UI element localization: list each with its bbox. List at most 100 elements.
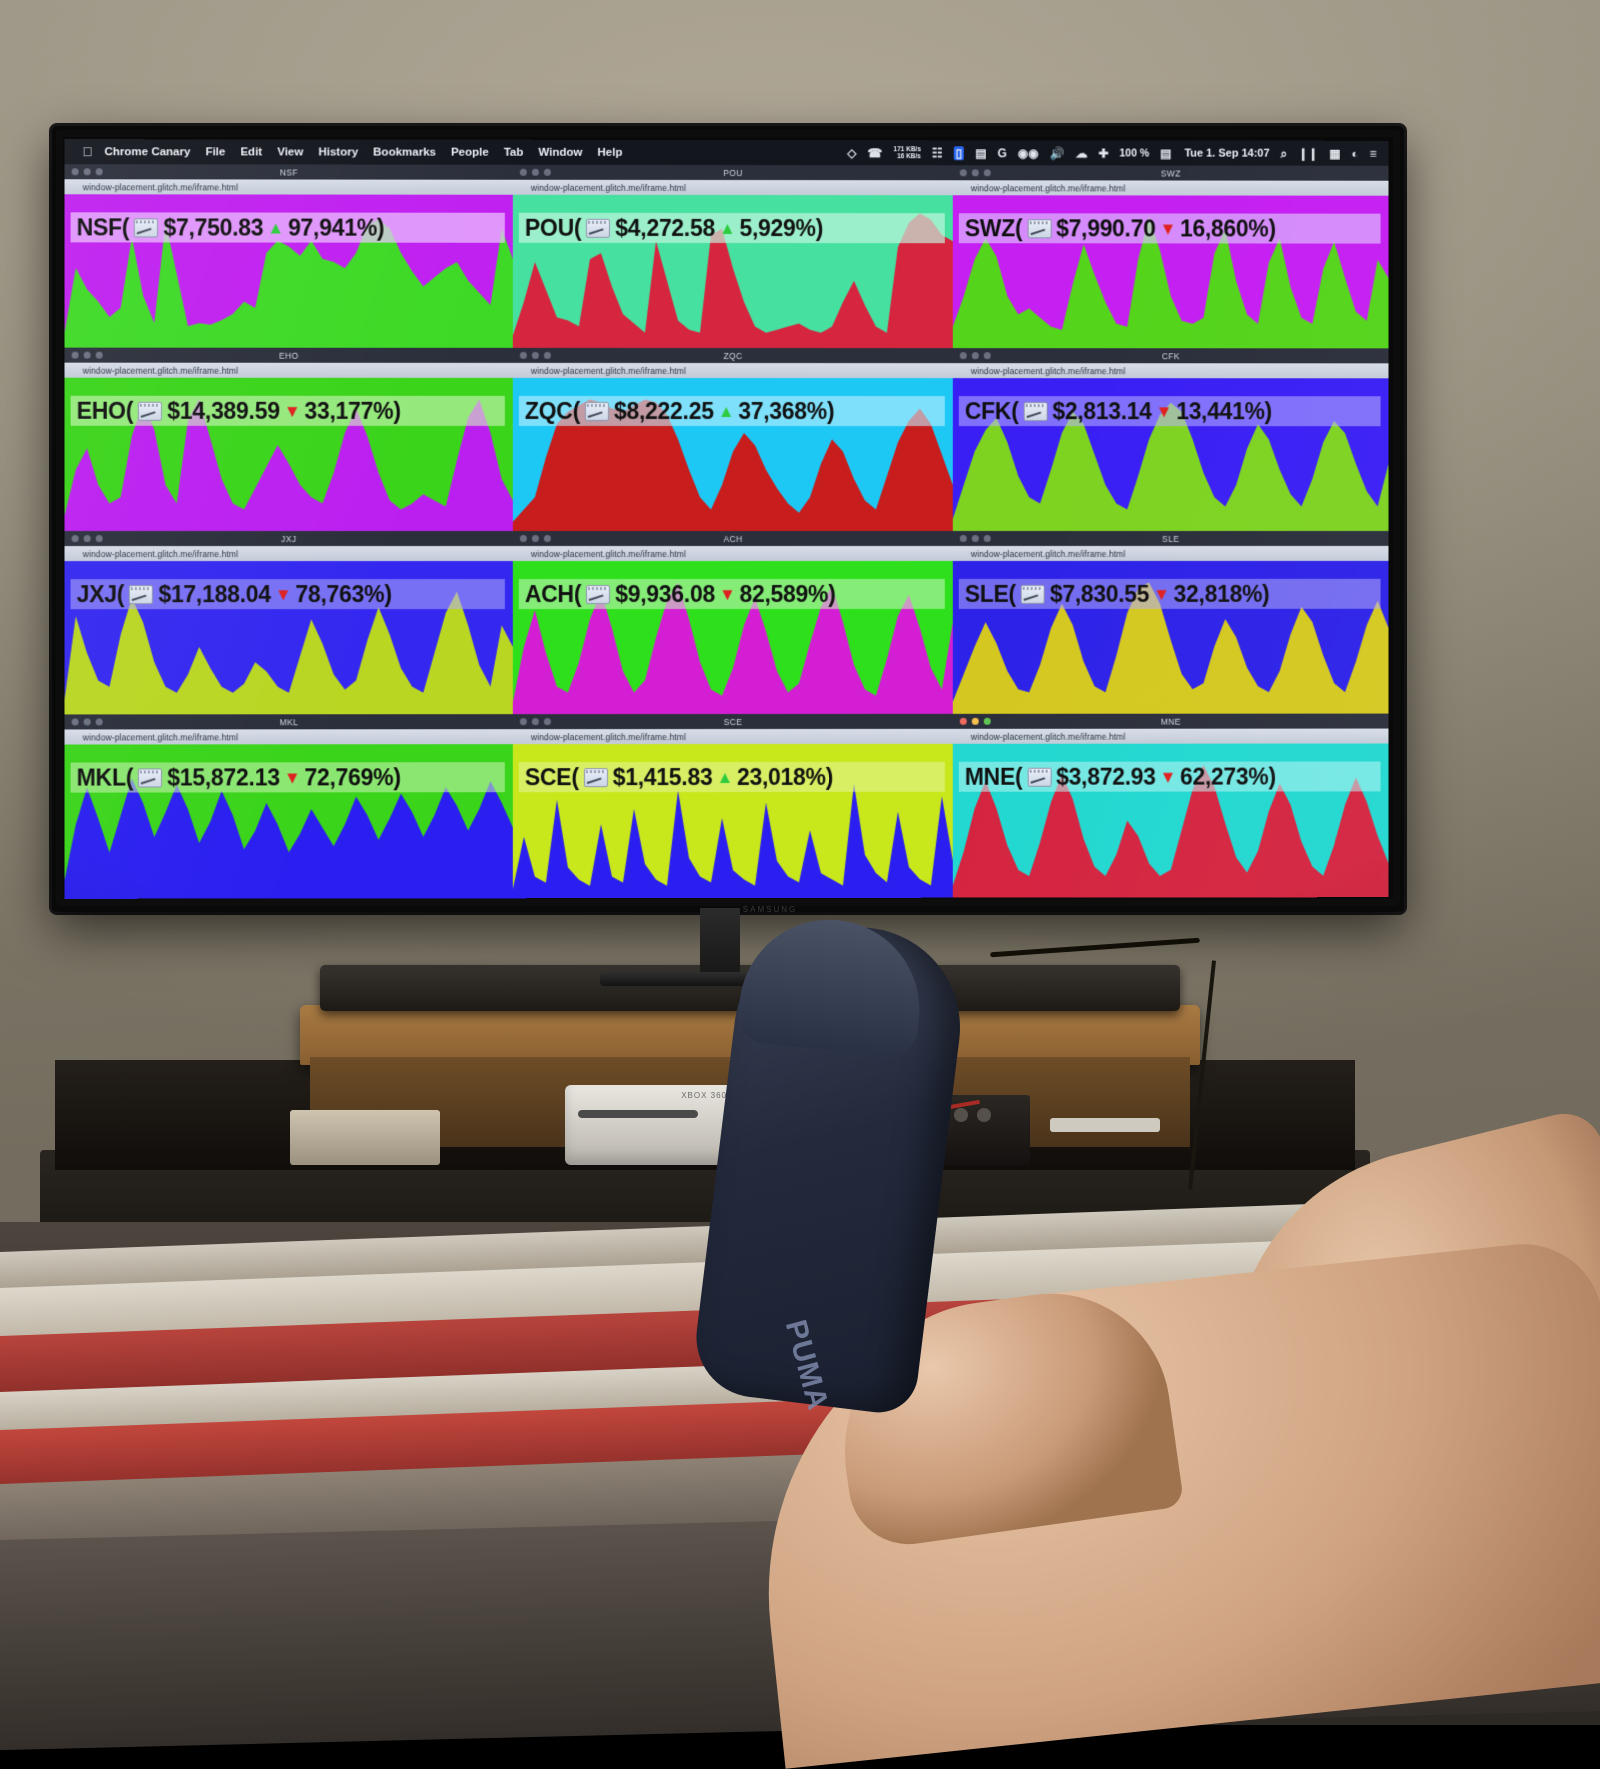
browser-window-sce[interactable]: SCE window-placement.glitch.me/iframe.htm… [513, 714, 953, 898]
window-title: JXJ [65, 534, 513, 544]
display-icon[interactable]: ▯ [954, 146, 965, 160]
ticker-readout: SLE ($7,830.55▼32,818%) [959, 579, 1381, 609]
window-titlebar[interactable]: ZQC [513, 348, 953, 363]
ticker-readout: MNE ($3,872.93▼62,273%) [959, 761, 1381, 791]
menu-bar-clock[interactable]: Tue 1. Sep 14:07 [1184, 147, 1269, 159]
window-titlebar[interactable]: MKL [65, 714, 513, 729]
ticker-percent-change: 97,941% [288, 214, 377, 241]
airdrop-icon[interactable]: ✚ [1098, 147, 1108, 159]
ticker-paren-close: ) [384, 581, 391, 608]
window-titlebar[interactable]: NSF [65, 164, 513, 180]
address-bar[interactable]: window-placement.glitch.me/iframe.html [953, 729, 1389, 744]
window-title: CFK [953, 351, 1389, 361]
control-center-icon[interactable]: ◐ [1351, 147, 1358, 159]
menu-item-bookmarks[interactable]: Bookmarks [373, 146, 436, 158]
ticker-price: $8,222.25 [614, 397, 714, 424]
ticker-paren-close: ) [377, 214, 384, 241]
glasses-icon[interactable]: ◉◉ [1018, 147, 1039, 159]
window-titlebar[interactable]: ACH [513, 531, 953, 546]
window-title: POU [513, 167, 953, 178]
address-bar[interactable]: window-placement.glitch.me/iframe.html [953, 363, 1389, 378]
wifi-icon[interactable]: ☁ [1076, 147, 1088, 159]
ticker-paren-close: ) [1268, 215, 1275, 242]
ticker-price: $9,936.08 [615, 581, 715, 608]
address-bar[interactable]: window-placement.glitch.me/iframe.html [513, 546, 953, 561]
address-bar-url: window-placement.glitch.me/iframe.html [531, 365, 686, 375]
address-bar-url: window-placement.glitch.me/iframe.html [531, 182, 686, 192]
ticker-price: $17,188.04 [158, 581, 271, 608]
google-icon[interactable]: G [997, 147, 1006, 159]
tv-screen:  Chrome Canary File Edit View History B… [65, 139, 1389, 899]
address-bar[interactable]: window-placement.glitch.me/iframe.html [513, 363, 953, 378]
window-title: ZQC [513, 350, 953, 360]
menu-item-window[interactable]: Window [538, 146, 582, 158]
list-icon[interactable]: ≡ [1370, 147, 1377, 159]
menu-item-people[interactable]: People [451, 146, 489, 158]
browser-window-pou[interactable]: POU window-placement.glitch.me/iframe.htm… [513, 165, 953, 348]
ticker-percent-change: 37,368% [738, 398, 827, 425]
address-bar[interactable]: window-placement.glitch.me/iframe.html [65, 729, 513, 744]
window-titlebar[interactable]: JXJ [65, 531, 513, 546]
volume-icon[interactable]: 🔊 [1050, 147, 1065, 159]
window-titlebar[interactable]: SWZ [953, 165, 1389, 180]
ticker-price: $4,272.58 [615, 214, 715, 241]
menu-item-chrome-canary[interactable]: Chrome Canary [104, 146, 190, 158]
menu-item-tab[interactable]: Tab [504, 146, 524, 158]
address-bar[interactable]: window-placement.glitch.me/iframe.html [953, 546, 1389, 561]
menu-item-edit[interactable]: Edit [240, 146, 262, 158]
menu-item-file[interactable]: File [205, 146, 225, 158]
window-titlebar[interactable]: POU [513, 165, 953, 181]
page-content: MNE ($3,872.93▼62,273%) [953, 744, 1389, 898]
keyboard-icon[interactable]: ▤ [975, 147, 986, 159]
ticker-paren-open: ( [122, 214, 129, 241]
address-bar[interactable]: window-placement.glitch.me/iframe.html [953, 180, 1389, 195]
ticker-paren-open: ( [126, 764, 133, 791]
window-titlebar[interactable]: CFK [953, 348, 1389, 363]
window-titlebar[interactable]: MNE [953, 714, 1389, 729]
chart-decreasing-emoji-icon [1021, 584, 1045, 603]
address-bar[interactable]: window-placement.glitch.me/iframe.html [65, 363, 513, 378]
bluetooth-icon[interactable]: ☎ [868, 147, 883, 159]
pause-icon[interactable]: ❙❙ [1298, 147, 1318, 159]
triangle-down-icon: ▼ [719, 585, 736, 602]
diamond-icon[interactable]: ◇ [847, 147, 856, 159]
address-bar-url: window-placement.glitch.me/iframe.html [531, 732, 686, 742]
triangle-down-icon: ▼ [284, 769, 301, 786]
menu-item-view[interactable]: View [277, 146, 303, 158]
ticker-percent-change: 32,818% [1174, 580, 1262, 607]
ticker-paren-open: ( [126, 397, 133, 424]
game-console-nes [290, 1110, 440, 1165]
menu-item-history[interactable]: History [318, 146, 358, 158]
address-bar[interactable]: window-placement.glitch.me/iframe.html [513, 180, 953, 195]
address-bar[interactable]: window-placement.glitch.me/iframe.html [65, 546, 513, 561]
battery-icon[interactable]: ▤ [1160, 147, 1171, 159]
tv-brand-label: SAMSUNG [735, 905, 805, 915]
screen-mirror-icon[interactable]: ▦ [1329, 147, 1340, 159]
window-title: SCE [513, 716, 953, 726]
usb-icon[interactable]: ☷ [932, 147, 943, 159]
apple-logo-icon[interactable]:  [83, 144, 93, 159]
address-bar[interactable]: window-placement.glitch.me/iframe.html [65, 179, 513, 195]
tv-stand-neck [700, 908, 740, 978]
triangle-up-icon: ▲ [267, 219, 284, 236]
ticker-paren-close: ) [827, 398, 834, 425]
address-bar[interactable]: window-placement.glitch.me/iframe.html [513, 729, 953, 744]
window-titlebar[interactable]: SCE [513, 714, 953, 729]
browser-window-cfk[interactable]: CFK window-placement.glitch.me/iframe.htm… [953, 348, 1389, 531]
browser-window-zqc[interactable]: ZQC window-placement.glitch.me/iframe.htm… [513, 348, 953, 531]
triangle-down-icon: ▼ [1160, 768, 1176, 785]
browser-window-jxj[interactable]: JXJ window-placement.glitch.me/iframe.htm… [65, 531, 513, 714]
window-titlebar[interactable]: SLE [953, 531, 1389, 546]
search-icon[interactable]: ⌕ [1280, 147, 1287, 159]
ticker-paren-close: ) [826, 763, 833, 790]
network-speed-icon[interactable]: 171 KB/s 16 KB/s [893, 146, 920, 160]
window-titlebar[interactable]: EHO [65, 348, 513, 363]
menu-item-help[interactable]: Help [597, 146, 622, 158]
